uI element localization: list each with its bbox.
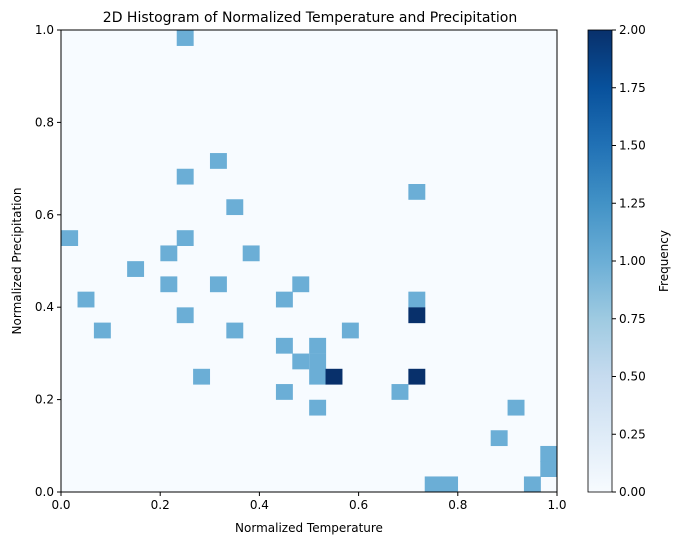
histogram-cell <box>193 368 211 385</box>
histogram-cell <box>292 353 310 370</box>
colorbar-tick-label: 2.00 <box>619 23 646 37</box>
histogram-cell <box>61 230 79 246</box>
histogram-cell <box>275 337 293 354</box>
colorbar-tick-label: 1.50 <box>619 139 646 153</box>
histogram-cell <box>408 184 426 200</box>
histogram-cell <box>309 353 327 370</box>
histogram-cell <box>523 476 541 493</box>
histogram-cell <box>275 384 293 400</box>
histogram-cell <box>292 276 310 293</box>
histogram-cell <box>176 30 194 46</box>
y-tick-label: 1.0 <box>35 23 54 37</box>
colorbar-label: Frequency <box>657 230 671 292</box>
histogram-cell <box>242 245 260 262</box>
histogram-cell <box>507 399 525 416</box>
x-tick-label: 1.0 <box>547 498 566 512</box>
histogram-cell <box>408 291 426 308</box>
x-tick-label: 0.4 <box>250 498 269 512</box>
histogram-cell <box>209 153 227 169</box>
histogram-cell <box>309 337 327 354</box>
histogram-cell <box>408 368 426 385</box>
y-axis-ticks: 0.0 0.2 0.4 0.6 0.8 1.0 <box>35 23 61 499</box>
x-tick-label: 0.8 <box>448 498 467 512</box>
colorbar-ticks: 0.00 0.25 0.50 0.75 1.00 1.25 1.50 1.75 2.00 <box>612 23 646 499</box>
histogram-cell <box>226 199 244 216</box>
x-tick-label: 0.6 <box>349 498 368 512</box>
x-axis-ticks: 0.0 0.2 0.4 0.6 0.8 1.0 <box>51 492 567 512</box>
colorbar-tick-label: 0.00 <box>619 485 646 499</box>
histogram-cell <box>93 322 111 339</box>
colorbar-tick-label: 1.00 <box>619 254 646 268</box>
histogram-cell <box>160 245 178 262</box>
colorbar-tick-label: 0.50 <box>619 370 646 384</box>
histogram-cells <box>61 30 558 493</box>
histogram-cell <box>325 368 343 385</box>
histogram-cell <box>176 307 194 324</box>
x-axis-label: Normalized Temperature <box>235 521 383 535</box>
plot-frame <box>60 29 558 493</box>
histogram-cell <box>540 461 558 477</box>
histogram-cell <box>441 476 459 493</box>
histogram-cell <box>176 168 194 185</box>
histogram-cell <box>309 399 327 416</box>
x-tick-label: 0.2 <box>151 498 170 512</box>
colorbar <box>587 29 613 493</box>
histogram-cell <box>226 322 244 339</box>
colorbar-tick-label: 0.25 <box>619 427 646 441</box>
y-tick-label: 0.6 <box>35 208 54 222</box>
chart-title: 2D Histogram of Normalized Temperature a… <box>103 10 517 26</box>
histogram-cell <box>490 430 508 447</box>
y-tick-label: 0.8 <box>35 115 54 129</box>
y-axis-label: Normalized Precipitation <box>10 188 24 335</box>
y-tick-label: 0.2 <box>35 393 54 407</box>
histogram-cell <box>391 384 409 400</box>
histogram-cell <box>77 291 95 308</box>
histogram-cell <box>209 276 227 293</box>
histogram-cell <box>309 368 327 385</box>
colorbar-tick-label: 1.75 <box>619 81 646 95</box>
histogram-cell <box>408 307 426 324</box>
histogram-cell <box>275 291 293 308</box>
histogram-cell <box>127 261 145 277</box>
histogram-cell <box>341 322 359 339</box>
histogram-cell <box>160 276 178 293</box>
colorbar-tick-label: 1.25 <box>619 196 646 210</box>
histogram-cell <box>176 230 194 246</box>
y-tick-label: 0.4 <box>35 300 54 314</box>
histogram-cell <box>424 476 442 493</box>
y-tick-label: 0.0 <box>35 485 54 499</box>
histogram-cell <box>540 445 558 462</box>
colorbar-tick-label: 0.75 <box>619 312 646 326</box>
plot-area <box>61 30 557 492</box>
x-tick-label: 0.0 <box>51 498 70 512</box>
